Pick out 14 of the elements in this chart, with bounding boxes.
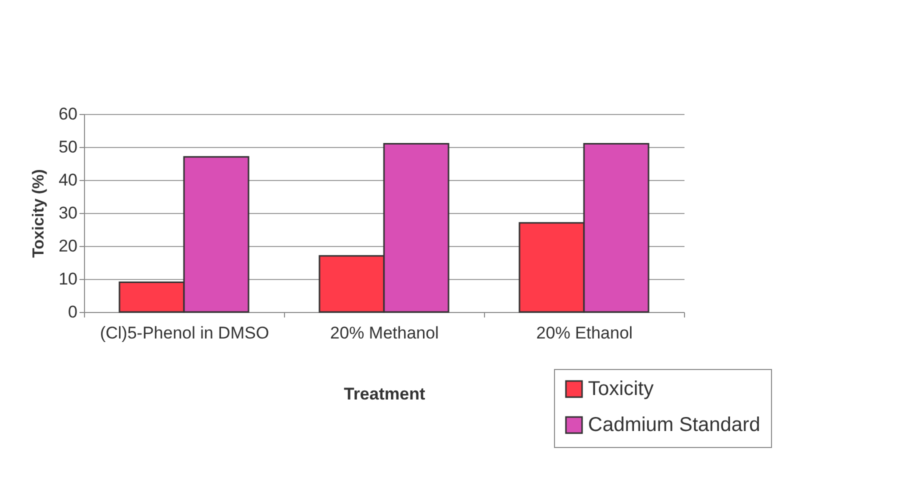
x-axis-title: Treatment — [344, 384, 426, 404]
y-axis-title: Toxicity (%) — [30, 169, 48, 258]
x-tick-label: 20% Methanol — [330, 324, 439, 342]
y-tick-label: 20 — [58, 236, 78, 256]
x-tick-label: 20% Ethanol — [536, 324, 633, 342]
legend-label: Cadmium Standard — [588, 414, 760, 436]
y-tick-label: 50 — [58, 138, 78, 156]
y-tick-label: 30 — [58, 204, 78, 222]
y-tick-label: 10 — [58, 270, 78, 288]
legend-label: Toxicity — [588, 378, 654, 400]
y-tick-label: 60 — [58, 104, 78, 124]
y-tick-label: 0 — [68, 302, 78, 322]
x-tick-label: (Cl)5-Phenol in DMSO — [100, 324, 270, 342]
y-tick-label: 40 — [58, 170, 78, 190]
